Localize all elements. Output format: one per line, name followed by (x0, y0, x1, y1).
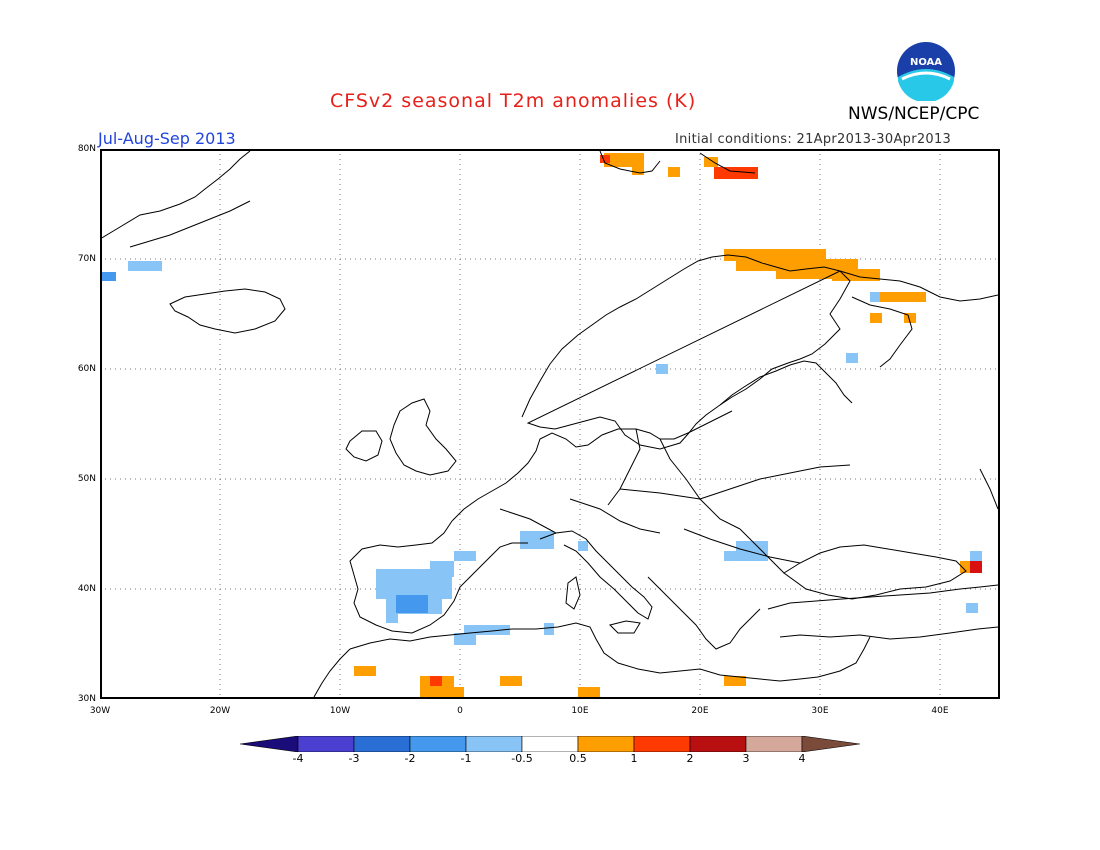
anomaly-map (100, 149, 1000, 699)
chart-title: CFSv2 seasonal T2m anomalies (K) (330, 90, 697, 112)
colorbar-label: 4 (798, 752, 806, 765)
colorbar (239, 735, 861, 753)
lat-label-50n: 50N (77, 474, 96, 484)
colorbar-cell-8 (689, 735, 747, 753)
negative-anomaly-cells (102, 261, 982, 645)
noaa-logo-icon: NOAA (896, 41, 956, 103)
lat-label-60n: 60N (77, 364, 96, 374)
colorbar-label: 3 (742, 752, 750, 765)
period-label: Jul-Aug-Sep 2013 (98, 129, 236, 148)
lon-label-0: 0 (457, 706, 463, 716)
lon-label-30w: 30W (89, 706, 111, 716)
lon-label-10e: 10E (571, 706, 589, 716)
colorbar-cell-6 (577, 735, 635, 753)
colorbar-cell-4 (465, 735, 523, 753)
colorbar-cell-gt-4 (801, 735, 861, 753)
colorbar-cell-lt-4 (239, 735, 299, 753)
colorbar-cell-9 (745, 735, 803, 753)
lat-label-40n: 40N (77, 584, 96, 594)
positive-anomaly-cells (354, 153, 982, 697)
colorbar-cell-7 (633, 735, 691, 753)
colorbar-label: 0.5 (569, 752, 587, 765)
colorbar-cell-3 (409, 735, 467, 753)
colorbar-label: -4 (292, 752, 304, 765)
colorbar-cell-1 (297, 735, 355, 753)
colorbar-label: -1 (460, 752, 472, 765)
lon-label-10w: 10W (329, 706, 351, 716)
colorbar-cell-2 (353, 735, 411, 753)
colorbar-label: 1 (630, 752, 638, 765)
map-gridlines (102, 151, 998, 697)
lat-label-70n: 70N (77, 254, 96, 264)
lon-label-20e: 20E (691, 706, 709, 716)
logo-text: NOAA (910, 57, 942, 68)
lon-label-30e: 30E (811, 706, 829, 716)
initial-conditions-label: Initial conditions: 21Apr2013-30Apr2013 (675, 132, 952, 147)
coastlines (102, 151, 998, 697)
agency-label: NWS/NCEP/CPC (848, 104, 980, 124)
lon-label-20w: 20W (209, 706, 231, 716)
lon-label-40e: 40E (931, 706, 949, 716)
colorbar-cell-5 (521, 735, 579, 753)
lat-label-80n: 80N (77, 144, 96, 154)
colorbar-label: -2 (404, 752, 416, 765)
map-canvas (102, 151, 998, 697)
lat-label-30n: 30N (77, 694, 96, 704)
colorbar-label: 2 (686, 752, 694, 765)
colorbar-label: -3 (348, 752, 360, 765)
colorbar-label: -0.5 (511, 752, 533, 765)
